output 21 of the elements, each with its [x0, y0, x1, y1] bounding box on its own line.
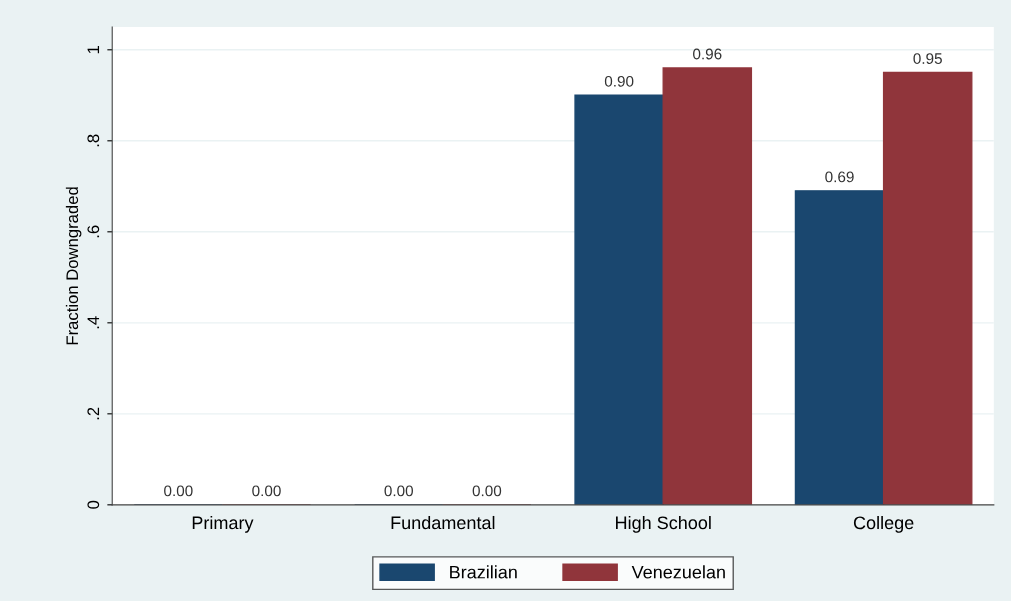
- y-tick-label: .8: [87, 134, 100, 147]
- y-axis-title: Fraction Downgraded: [65, 187, 82, 345]
- legend-label: Venezuelan: [631, 565, 725, 579]
- data-label: 0.00: [164, 485, 193, 497]
- x-tick-label: Fundamental: [391, 515, 495, 530]
- y-tick-label: .6: [87, 225, 100, 238]
- data-label: 0.96: [693, 48, 722, 60]
- data-label: 0.00: [252, 485, 281, 497]
- x-tick-label: Primary: [192, 515, 254, 533]
- data-label: 0.00: [472, 485, 502, 497]
- x-tick-label: High School: [616, 515, 711, 533]
- x-tick-label: College: [853, 515, 914, 533]
- y-tick-label: 0: [87, 500, 100, 509]
- data-label: 0.90: [604, 75, 634, 87]
- y-tick-label: .2: [87, 407, 100, 420]
- legend-label: Brazilian: [450, 565, 517, 579]
- y-tick-label: .4: [87, 316, 100, 329]
- data-label: 0.00: [384, 485, 414, 497]
- data-label: 0.69: [825, 171, 854, 183]
- y-tick-label: 1: [87, 45, 100, 54]
- data-label: 0.95: [913, 53, 942, 64]
